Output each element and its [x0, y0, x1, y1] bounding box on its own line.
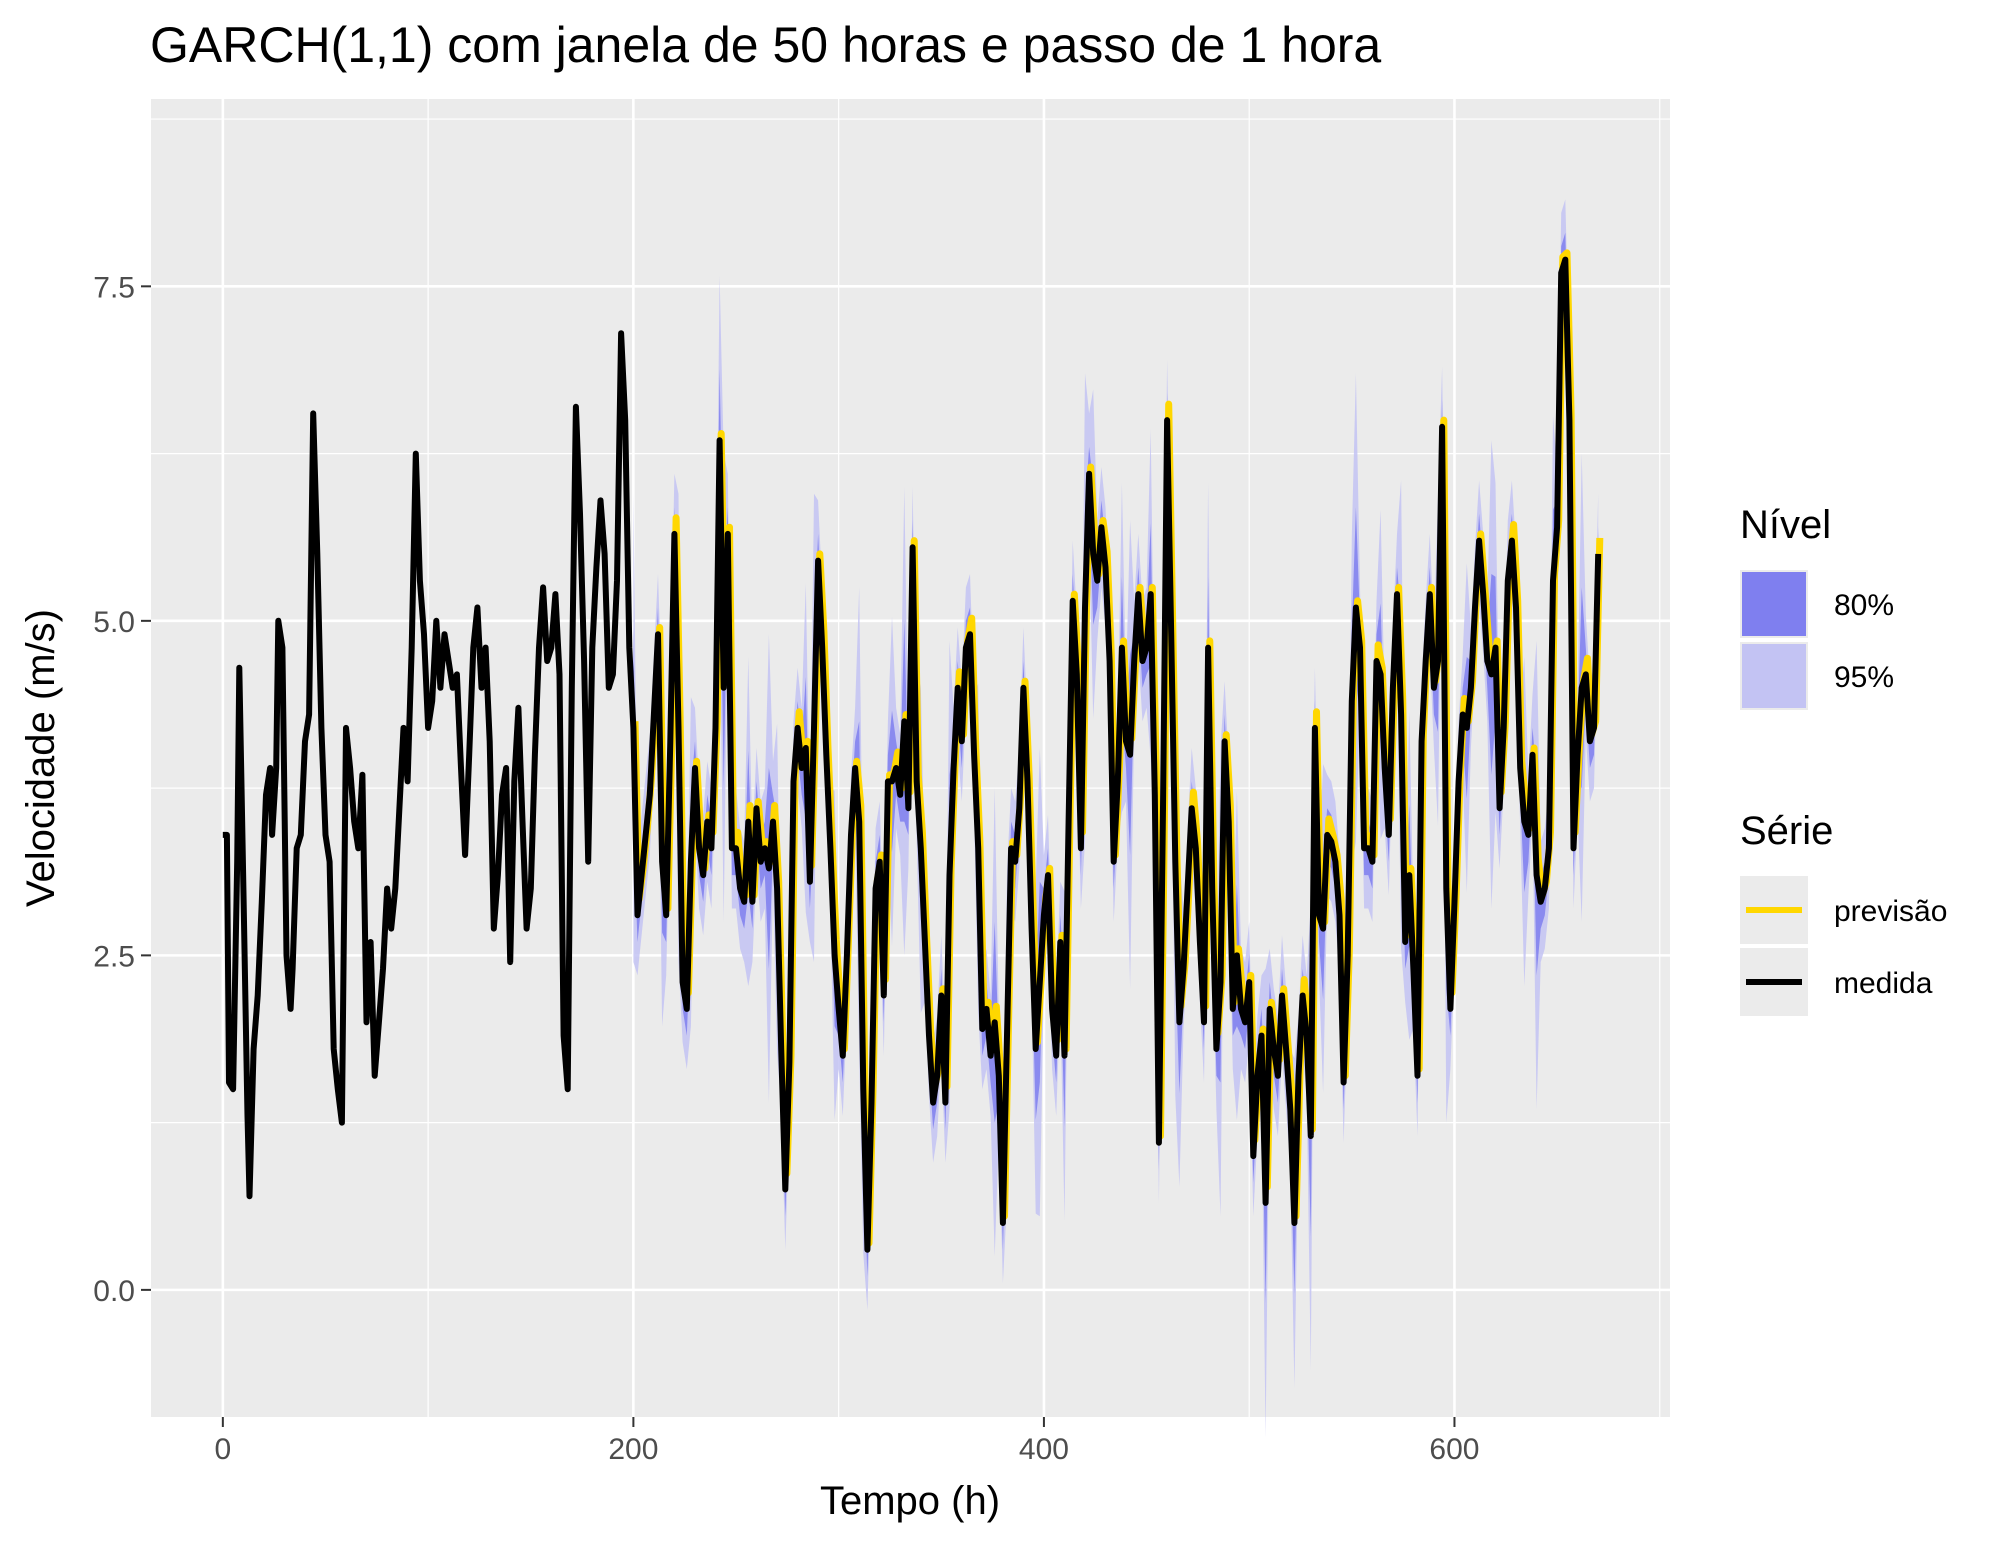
x-tick-label: 400	[1019, 1433, 1069, 1466]
y-axis: 0.0 2.5 5.0 7.5	[93, 271, 151, 1308]
y-tick-label: 2.5	[93, 940, 135, 973]
series-lines	[222, 249, 1604, 1253]
legend-key-80	[1742, 572, 1806, 636]
y-tick-label: 0.0	[93, 1275, 135, 1308]
legend-serie: Série previsão medida	[1740, 809, 1947, 1016]
x-axis-title: Tempo (h)	[820, 1479, 1000, 1523]
y-tick-label: 5.0	[93, 606, 135, 639]
legend-label-medida: medida	[1834, 967, 1933, 1000]
x-tick-label: 0	[215, 1433, 232, 1466]
legend-nivel-title: Nível	[1740, 503, 1831, 547]
y-tick-label: 7.5	[93, 271, 135, 304]
y-axis-title: Velocidade (m/s)	[19, 609, 63, 907]
x-tick-label: 200	[608, 1433, 658, 1466]
series-line-medida	[222, 256, 1602, 1253]
legend-serie-title: Série	[1740, 809, 1833, 853]
chart-title: GARCH(1,1) com janela de 50 horas e pass…	[150, 17, 1381, 73]
legend-nivel: Nível 80% 95%	[1740, 503, 1894, 710]
legend-label-80: 80%	[1834, 589, 1894, 622]
x-tick-label: 600	[1429, 1433, 1479, 1466]
legend-label-previsao: previsão	[1834, 895, 1947, 928]
x-axis: 0 200 400 600	[215, 1417, 1479, 1466]
legend-key-95	[1742, 644, 1806, 708]
legend-label-95: 95%	[1834, 661, 1894, 694]
